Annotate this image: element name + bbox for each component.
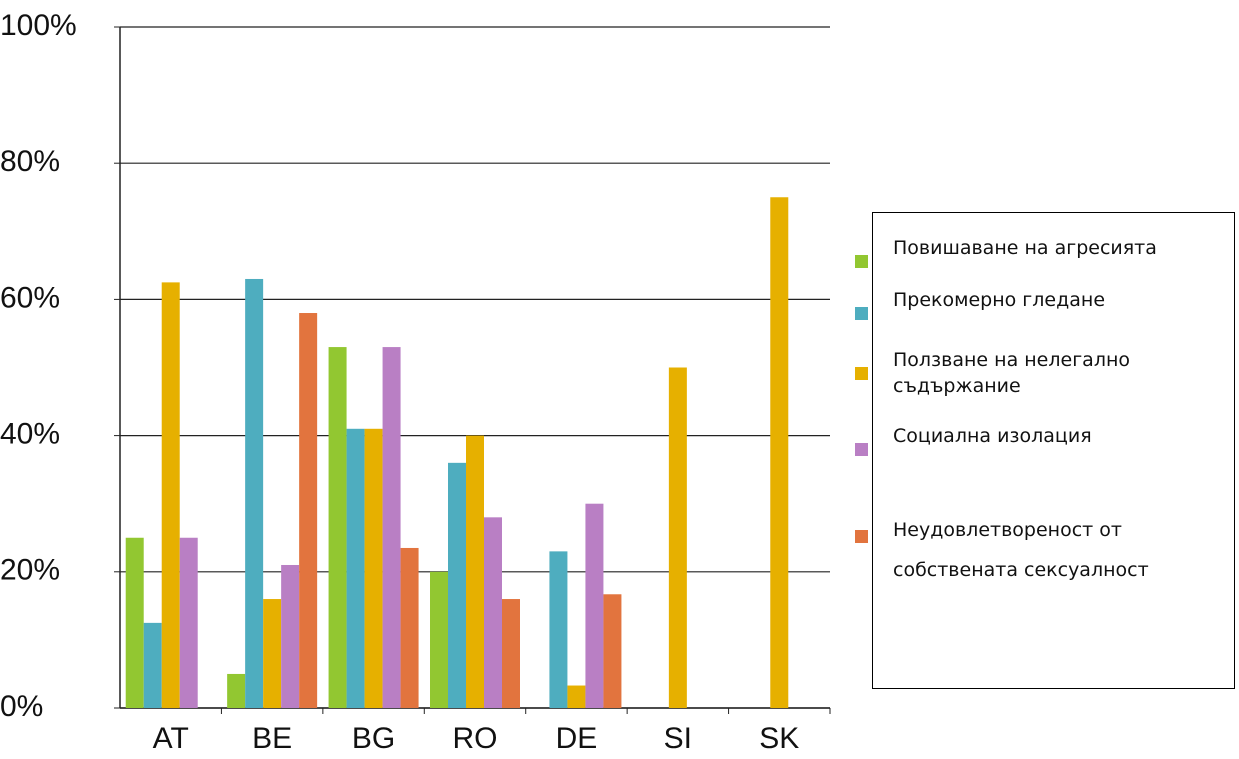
bar <box>364 428 383 708</box>
y-tick-label: 80% <box>0 145 60 178</box>
legend: Повишаване на агресията Прекомерно гледан… <box>855 212 1235 689</box>
bar <box>466 435 484 708</box>
bar <box>179 537 198 708</box>
legend-swatch <box>855 367 868 380</box>
legend-label: Неудовлетвореност от собствената сексуал… <box>893 519 1149 581</box>
y-tick-label: 20% <box>0 554 60 587</box>
bar <box>585 503 604 708</box>
bar <box>245 278 264 708</box>
y-tick-label: 40% <box>0 418 60 451</box>
bar <box>502 599 520 708</box>
legend-label: Социална изолация <box>893 425 1092 447</box>
bar <box>430 571 448 708</box>
bar <box>448 462 466 708</box>
x-tick-label: RO <box>453 722 498 755</box>
bar <box>567 685 586 708</box>
legend-label: Повишаване на агресията <box>893 237 1157 259</box>
x-tick-label: AT <box>153 722 189 755</box>
y-tick-label: 100% <box>0 9 77 42</box>
legend-swatch <box>855 255 868 268</box>
x-tick-label: SK <box>759 722 799 755</box>
legend-swatch <box>855 530 868 543</box>
legend-swatch <box>855 443 868 456</box>
bar <box>668 367 687 708</box>
legend-swatch <box>855 307 868 320</box>
bar <box>603 594 622 708</box>
bar <box>143 622 162 708</box>
x-tick-label: DE <box>556 722 598 755</box>
legend-label: Прекомерно гледане <box>893 289 1106 311</box>
bar <box>281 564 300 708</box>
x-tick-label: BG <box>352 722 395 755</box>
legend-label: Ползване на нелегално съдържание <box>893 349 1131 397</box>
y-tick-label: 0% <box>0 690 43 723</box>
bar <box>263 599 282 708</box>
bar <box>299 313 318 708</box>
bar <box>770 197 789 708</box>
y-tick-label: 60% <box>0 281 60 314</box>
bar <box>227 673 246 708</box>
x-tick-label: SI <box>664 722 692 755</box>
bar <box>161 282 180 708</box>
bar <box>484 517 502 708</box>
bar <box>382 347 401 708</box>
x-tick-label: BE <box>252 722 292 755</box>
bar <box>346 428 365 708</box>
bar <box>400 547 419 708</box>
bar <box>549 551 568 708</box>
bar <box>125 537 144 708</box>
bar <box>328 347 347 708</box>
